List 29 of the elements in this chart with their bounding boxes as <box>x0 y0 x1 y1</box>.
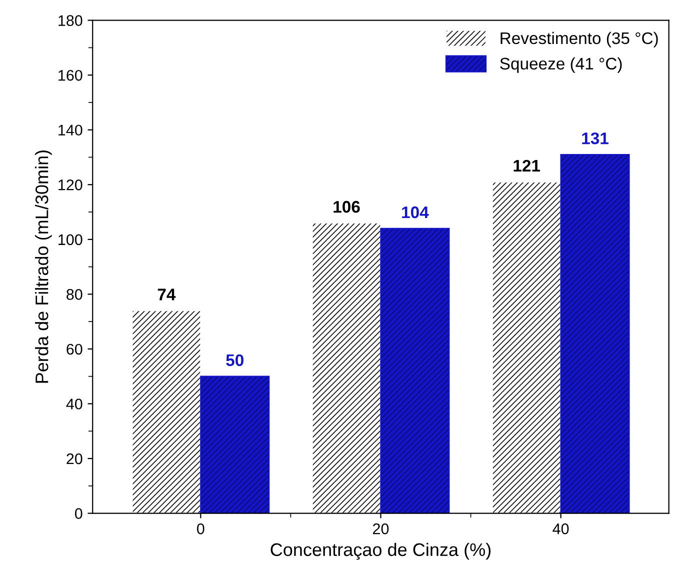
bar <box>312 222 382 514</box>
y-tick-label: 60 <box>66 344 82 355</box>
y-tick-label: 0 <box>74 508 82 519</box>
bar <box>380 228 450 514</box>
bar <box>132 310 202 514</box>
legend-label: Revestimento (35 °C) <box>500 32 658 48</box>
y-tick-label: 80 <box>66 289 82 300</box>
data-label: 121 <box>514 160 540 172</box>
y-tick-label: 160 <box>58 70 82 81</box>
y-tick-label: 100 <box>58 234 82 246</box>
y-tick-label: 140 <box>58 124 82 136</box>
bar <box>200 376 270 514</box>
y-tick-label: 40 <box>66 398 82 410</box>
legend-label: Squeeze (41 °C) <box>500 57 622 73</box>
x-tick-label: 20 <box>373 523 389 534</box>
bar <box>492 181 562 514</box>
x-tick-label: 40 <box>552 523 569 534</box>
y-tick-label: 20 <box>66 453 82 464</box>
data-label: 131 <box>582 132 608 144</box>
data-label: 104 <box>402 206 429 218</box>
data-label: 74 <box>158 288 176 300</box>
bar <box>560 154 630 514</box>
data-label: 106 <box>334 200 360 213</box>
y-axis-title: Perda de Filtrado (mL/30min) <box>35 150 52 383</box>
data-label: 50 <box>226 354 244 366</box>
x-tick-label: 0 <box>197 523 204 534</box>
y-tick-label: 120 <box>58 180 82 190</box>
x-axis-title: Concentraçao de Cinza (%) <box>270 542 491 560</box>
y-tick-label: 180 <box>58 15 82 26</box>
